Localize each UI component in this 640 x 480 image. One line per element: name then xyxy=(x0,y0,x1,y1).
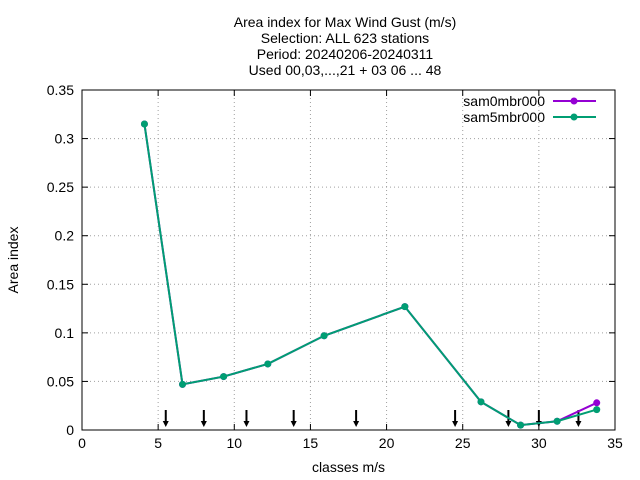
data-point xyxy=(179,380,187,388)
class-marker-arrowhead xyxy=(575,421,582,427)
x-tick-label: 5 xyxy=(154,435,162,451)
series-group xyxy=(140,120,601,429)
series-sam5mbr000 xyxy=(140,120,601,429)
plot-frame xyxy=(81,89,616,431)
chart-title-line-3: Period: 20240206-20240311 xyxy=(257,46,434,62)
x-tick-label: 20 xyxy=(379,435,395,451)
legend-label: sam0mbr000 xyxy=(463,93,545,109)
chart-title: Area index for Max Wind Gust (m/s) Selec… xyxy=(234,14,457,78)
data-point xyxy=(593,406,601,414)
x-tick-label: 35 xyxy=(607,435,623,451)
y-tick-label: 0.2 xyxy=(55,228,75,244)
data-point xyxy=(220,373,228,381)
grid xyxy=(82,90,615,430)
data-point xyxy=(553,417,561,425)
series-sam0mbr000 xyxy=(140,120,601,429)
chart-title-line-4: Used 00,03,...,21 + 03 06 ... 48 xyxy=(249,62,442,78)
legend-item: sam0mbr000 xyxy=(463,93,596,109)
ticks: 0 5 10 15 20 25 30 35 0 0.05 0.1 0.15 0.2 0.25 0.3 0.35 xyxy=(47,82,623,451)
y-tick-label: 0 xyxy=(66,422,74,438)
class-marker-arrowhead xyxy=(505,421,512,427)
series-line xyxy=(143,123,598,427)
chart-title-line-2: Selection: ALL 623 stations xyxy=(261,30,429,46)
y-tick-label: 0.3 xyxy=(55,131,75,147)
class-marker-arrowhead xyxy=(290,421,297,427)
x-tick-label: 10 xyxy=(226,435,242,451)
y-tick-label: 0.05 xyxy=(47,373,74,389)
y-axis-label: Area index xyxy=(5,227,21,294)
y-tick-label: 0.15 xyxy=(47,276,74,292)
series-line xyxy=(143,123,598,427)
y-tick-label: 0.35 xyxy=(47,82,74,98)
data-point xyxy=(401,303,409,311)
x-axis-label: classes m/s xyxy=(312,459,385,475)
class-marker-arrowhead xyxy=(452,421,459,427)
data-point xyxy=(517,421,525,429)
data-point xyxy=(264,360,272,368)
x-tick-label: 25 xyxy=(455,435,471,451)
x-tick-label: 30 xyxy=(531,435,547,451)
class-marker-arrowhead xyxy=(353,421,360,427)
class-marker-arrowhead xyxy=(162,421,169,427)
chart-title-line-1: Area index for Max Wind Gust (m/s) xyxy=(234,14,457,30)
data-point xyxy=(320,332,328,340)
legend-label: sam5mbr000 xyxy=(463,109,545,125)
y-tick-label: 0.1 xyxy=(55,325,75,341)
class-marker-arrowhead xyxy=(200,421,207,427)
legend-marker xyxy=(570,113,578,121)
data-point xyxy=(477,398,485,406)
class-marker-arrowhead xyxy=(243,421,250,427)
data-point xyxy=(140,120,148,128)
legend-item: sam5mbr000 xyxy=(463,109,596,125)
legend-marker xyxy=(570,97,578,105)
data-point xyxy=(593,399,601,407)
y-tick-label: 0.25 xyxy=(47,179,74,195)
x-tick-label: 0 xyxy=(78,435,86,451)
x-tick-label: 15 xyxy=(303,435,319,451)
